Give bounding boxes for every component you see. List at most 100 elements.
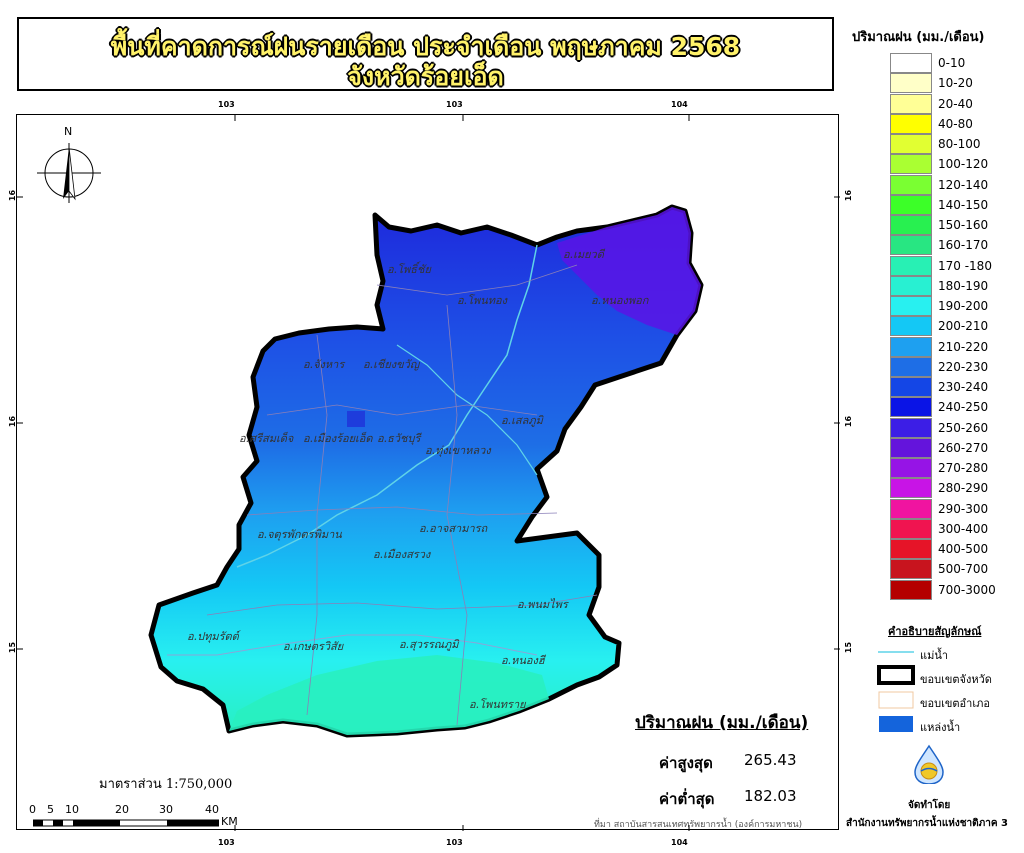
legend-label: 250-260 — [938, 420, 989, 435]
legend-item: 500-700 — [890, 559, 1010, 580]
legend-label: 400-500 — [938, 542, 989, 556]
title-box: พื้นที่คาดการณ์ฝนรายเดือน ประจำเดือน พฤษ… — [17, 17, 834, 91]
legend-label: 200-210 — [938, 319, 989, 334]
legend-swatch — [890, 417, 932, 438]
legend-label: 120-140 — [938, 177, 989, 192]
scale-tick: 0 — [29, 803, 36, 816]
right-tick-label: 15 — [844, 641, 854, 654]
reservoir-symbol — [879, 716, 913, 732]
scale-tick: 10 — [65, 803, 79, 816]
right-tick-label: 16 — [844, 189, 854, 202]
source-text: ที่มา สถาบันสารสนเทศทรัพยากรน้ำ (องค์การ… — [594, 820, 803, 830]
legend-swatch — [890, 397, 932, 418]
legend-item: 210-220 — [890, 336, 1010, 357]
legend-swatch — [890, 377, 932, 397]
province-boundary-symbol — [877, 665, 915, 685]
stats-title: ปริมาณฝน (มม./เดือน) — [635, 713, 809, 733]
scale-tick-labels: 0 5 10 20 30 40 — [29, 803, 239, 817]
legend-label: 210-220 — [938, 339, 989, 354]
symbol-label: แหล่งน้ำ — [920, 721, 961, 734]
district-label: อ.ทุ่งเขาหลวง — [425, 444, 491, 457]
province-boundary — [148, 204, 704, 738]
legend-label: 700-3000 — [938, 582, 996, 597]
legend-item: 120-140 — [890, 174, 1010, 195]
legend-label: 270-280 — [938, 461, 989, 475]
district-boundary-symbol — [878, 691, 914, 709]
min-value: 182.03 — [744, 787, 797, 805]
district-label: อ.ธวัชบุรี — [377, 432, 421, 445]
legend-item: 700-3000 — [890, 579, 1010, 600]
legend-label: 190-200 — [938, 299, 989, 313]
legend-item: 400-500 — [890, 539, 1010, 559]
river — [167, 634, 538, 656]
high-rain-zone — [557, 207, 701, 335]
district-label: อ.สุวรรณภูมิ — [399, 638, 459, 651]
legend-item: 140-150 — [890, 194, 1010, 215]
north-label: N — [64, 125, 73, 138]
right-tick-label: 16 — [844, 415, 854, 428]
legend-swatch — [890, 458, 932, 478]
legend-swatch — [890, 174, 932, 195]
legend-label: 80-100 — [938, 137, 981, 151]
legend-swatch — [890, 113, 932, 134]
left-tick-label: 16 — [8, 415, 18, 428]
legend-item: 250-260 — [890, 417, 1010, 438]
legend-swatch — [890, 154, 932, 175]
legend-item: 40-80 — [890, 113, 1010, 134]
legend-item: 10-20 — [890, 73, 1010, 94]
legend-label: 300-400 — [938, 521, 989, 536]
legend-item: 270-280 — [890, 458, 1010, 478]
province-rainfall-area — [148, 204, 704, 738]
district-label: อ.เชียงขวัญ — [363, 358, 420, 371]
symbols-swatches — [877, 651, 915, 732]
district-label: อ.หนองพอก — [591, 294, 649, 307]
map-frame: N 16 16 15 16 16 15 อ.โพธิ์ชัย อ.โพนทอง … — [8, 114, 853, 831]
legend-swatch — [890, 194, 932, 215]
legend-item: 200-210 — [890, 316, 1010, 337]
legend-swatch — [890, 93, 932, 114]
scale-bar — [33, 819, 219, 827]
legend-label: 260-270 — [938, 440, 989, 455]
max-label: ค่าสูงสุด — [659, 754, 713, 772]
legend-label: 140-150 — [938, 197, 989, 212]
symbol-label: แม่น้ำ — [920, 649, 949, 662]
legend-item: 80-100 — [890, 134, 1010, 154]
top-tick-label: 104 — [671, 100, 688, 109]
legend-swatch — [890, 255, 932, 276]
legend-label: 150-160 — [938, 218, 989, 232]
legend-swatch — [890, 275, 932, 296]
legend-label: 280-290 — [938, 481, 989, 496]
scale-unit: KM — [221, 815, 238, 828]
legend-label: 20-40 — [938, 96, 973, 111]
district-label: อ.ปทุมรัตต์ — [187, 630, 239, 643]
district-label: อ.เมยวดี — [563, 248, 604, 261]
credit-org: สำนักงานทรัพยากรน้ำแห่งชาติภาค 3 — [846, 818, 1009, 829]
legend-label: 10-20 — [938, 76, 973, 91]
legend-label: 40-80 — [938, 116, 973, 131]
scale-tick: 40 — [205, 803, 219, 816]
map-title: พื้นที่คาดการณ์ฝนรายเดือน ประจำเดือน พฤษ… — [110, 32, 741, 61]
legend-swatch — [890, 316, 932, 337]
legend-item: 190-200 — [890, 296, 1010, 316]
legend-swatch — [890, 73, 932, 94]
scale-tick: 30 — [159, 803, 173, 816]
legend-swatch — [890, 53, 932, 73]
map-subtitle: จังหวัดร้อยเอ็ด — [347, 62, 504, 91]
legend-item: 160-170 — [890, 235, 1010, 256]
district-label: อ.โพนทอง — [457, 294, 508, 307]
district-label: อ.โพนทราย — [469, 698, 526, 711]
district-label: อ.เมืองร้อยเอ็ด — [303, 432, 373, 445]
legend-swatch — [890, 518, 932, 539]
top-tick-label: 103 — [446, 100, 463, 109]
legend-item: 0-10 — [890, 53, 1010, 73]
symbol-label: ขอบเขตจังหวัด — [920, 673, 992, 686]
legend-item: 240-250 — [890, 397, 1010, 418]
district-label: อ.จังหาร — [303, 358, 345, 371]
legend-swatch — [890, 134, 932, 154]
district-label: อ.จตุรพักตรพิมาน — [257, 528, 342, 541]
river — [396, 344, 538, 476]
top-tick-label: 103 — [218, 100, 235, 109]
legend-swatch — [890, 579, 932, 600]
water-resources-logo — [914, 744, 944, 784]
legend-label: 290-300 — [938, 501, 989, 516]
